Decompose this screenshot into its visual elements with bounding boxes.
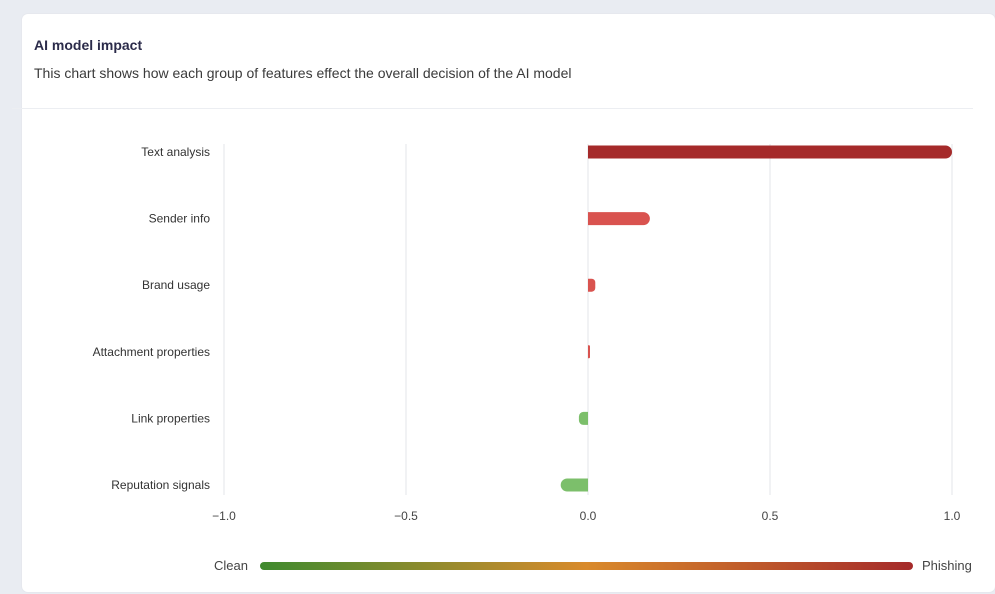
y-category-label: Link properties — [131, 411, 210, 425]
legend-clean-label: Clean — [214, 558, 248, 573]
y-category-label: Text analysis — [141, 145, 210, 159]
impact-bar — [561, 479, 588, 492]
y-category-label: Sender info — [149, 212, 211, 226]
y-category-label: Brand usage — [142, 278, 210, 292]
impact-bar — [588, 212, 650, 225]
x-tick-label: −1.0 — [212, 509, 236, 523]
x-tick-label: −0.5 — [394, 509, 418, 523]
y-category-label: Reputation signals — [111, 478, 210, 492]
legend-phishing-label: Phishing — [922, 558, 972, 573]
impact-bar — [579, 412, 588, 425]
clean-phishing-gradient-bar — [260, 562, 913, 570]
x-tick-label: 0.5 — [762, 509, 779, 523]
x-tick-label: 0.0 — [580, 509, 597, 523]
impact-bar — [588, 279, 595, 292]
impact-bar — [588, 146, 952, 159]
x-tick-label: 1.0 — [944, 509, 961, 523]
y-category-label: Attachment properties — [93, 345, 210, 359]
impact-bar — [588, 345, 590, 358]
